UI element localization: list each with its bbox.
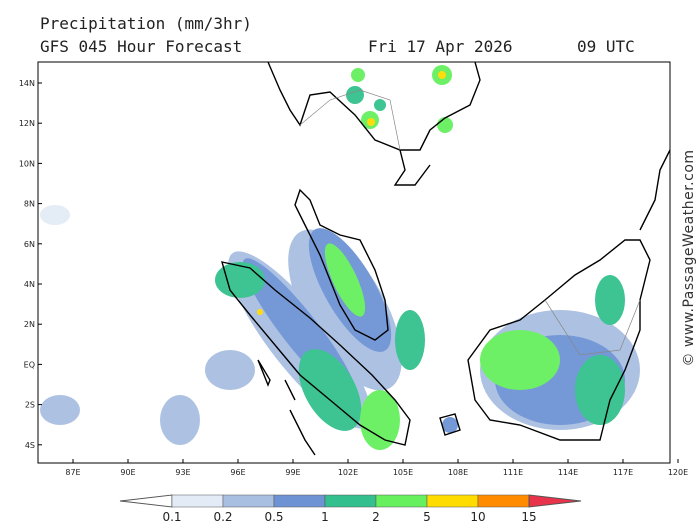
forecast-date: Fri 17 Apr 2026 bbox=[368, 37, 513, 56]
colorbar-low bbox=[119, 494, 173, 508]
map-area bbox=[37, 61, 671, 464]
colorbar-segment bbox=[375, 494, 428, 508]
colorbar-label: 0.2 bbox=[213, 510, 232, 524]
colorbar-label: 5 bbox=[423, 510, 431, 524]
precipitation bbox=[40, 65, 640, 450]
lon-label: 120E bbox=[668, 468, 688, 477]
lon-label: 99E bbox=[285, 468, 300, 477]
colorbar-segment bbox=[426, 494, 479, 508]
lat-label: 2N bbox=[24, 320, 35, 329]
colorbar-high bbox=[528, 494, 582, 508]
forecast-time: 09 UTC bbox=[577, 37, 635, 56]
lat-label: 6N bbox=[24, 240, 35, 249]
colorbar-segment bbox=[324, 494, 377, 508]
lat-label: EQ bbox=[24, 360, 35, 369]
lon-label: 102E bbox=[338, 468, 358, 477]
title: Precipitation (mm/3hr) bbox=[40, 14, 252, 33]
coastlines bbox=[221, 61, 671, 456]
lat-label: 8N bbox=[24, 200, 35, 209]
colorbar-label: 0.5 bbox=[264, 510, 283, 524]
map-frame bbox=[37, 61, 671, 464]
borders bbox=[299, 89, 641, 356]
colorbar-segment bbox=[273, 494, 326, 508]
lon-label: 108E bbox=[448, 468, 468, 477]
colorbar-label: 0.1 bbox=[162, 510, 181, 524]
lat-label: 14N bbox=[19, 79, 35, 88]
lon-label: 90E bbox=[120, 468, 135, 477]
lat-label: 12N bbox=[19, 119, 35, 128]
colorbar-segment bbox=[222, 494, 275, 508]
subtitle: GFS 045 Hour Forecast bbox=[40, 37, 242, 56]
lat-label: 4N bbox=[24, 280, 35, 289]
lon-label: 87E bbox=[65, 468, 80, 477]
colorbar-segment bbox=[477, 494, 530, 508]
lon-label: 105E bbox=[393, 468, 413, 477]
lon-label: 117E bbox=[613, 468, 633, 477]
lon-label: 96E bbox=[230, 468, 245, 477]
lat-label: 2S bbox=[25, 401, 35, 410]
lon-label: 93E bbox=[175, 468, 190, 477]
watermark: © www.PassageWeather.com bbox=[681, 149, 697, 366]
colorbar-label: 15 bbox=[521, 510, 536, 524]
lat-label: 4S bbox=[25, 441, 35, 450]
colorbar-segment bbox=[171, 494, 224, 508]
colorbar-label: 1 bbox=[321, 510, 329, 524]
colorbar-label: 2 bbox=[372, 510, 380, 524]
lon-label: 111E bbox=[503, 468, 523, 477]
lat-label: 10N bbox=[19, 159, 35, 168]
colorbar-label: 10 bbox=[470, 510, 485, 524]
lon-label: 114E bbox=[558, 468, 578, 477]
